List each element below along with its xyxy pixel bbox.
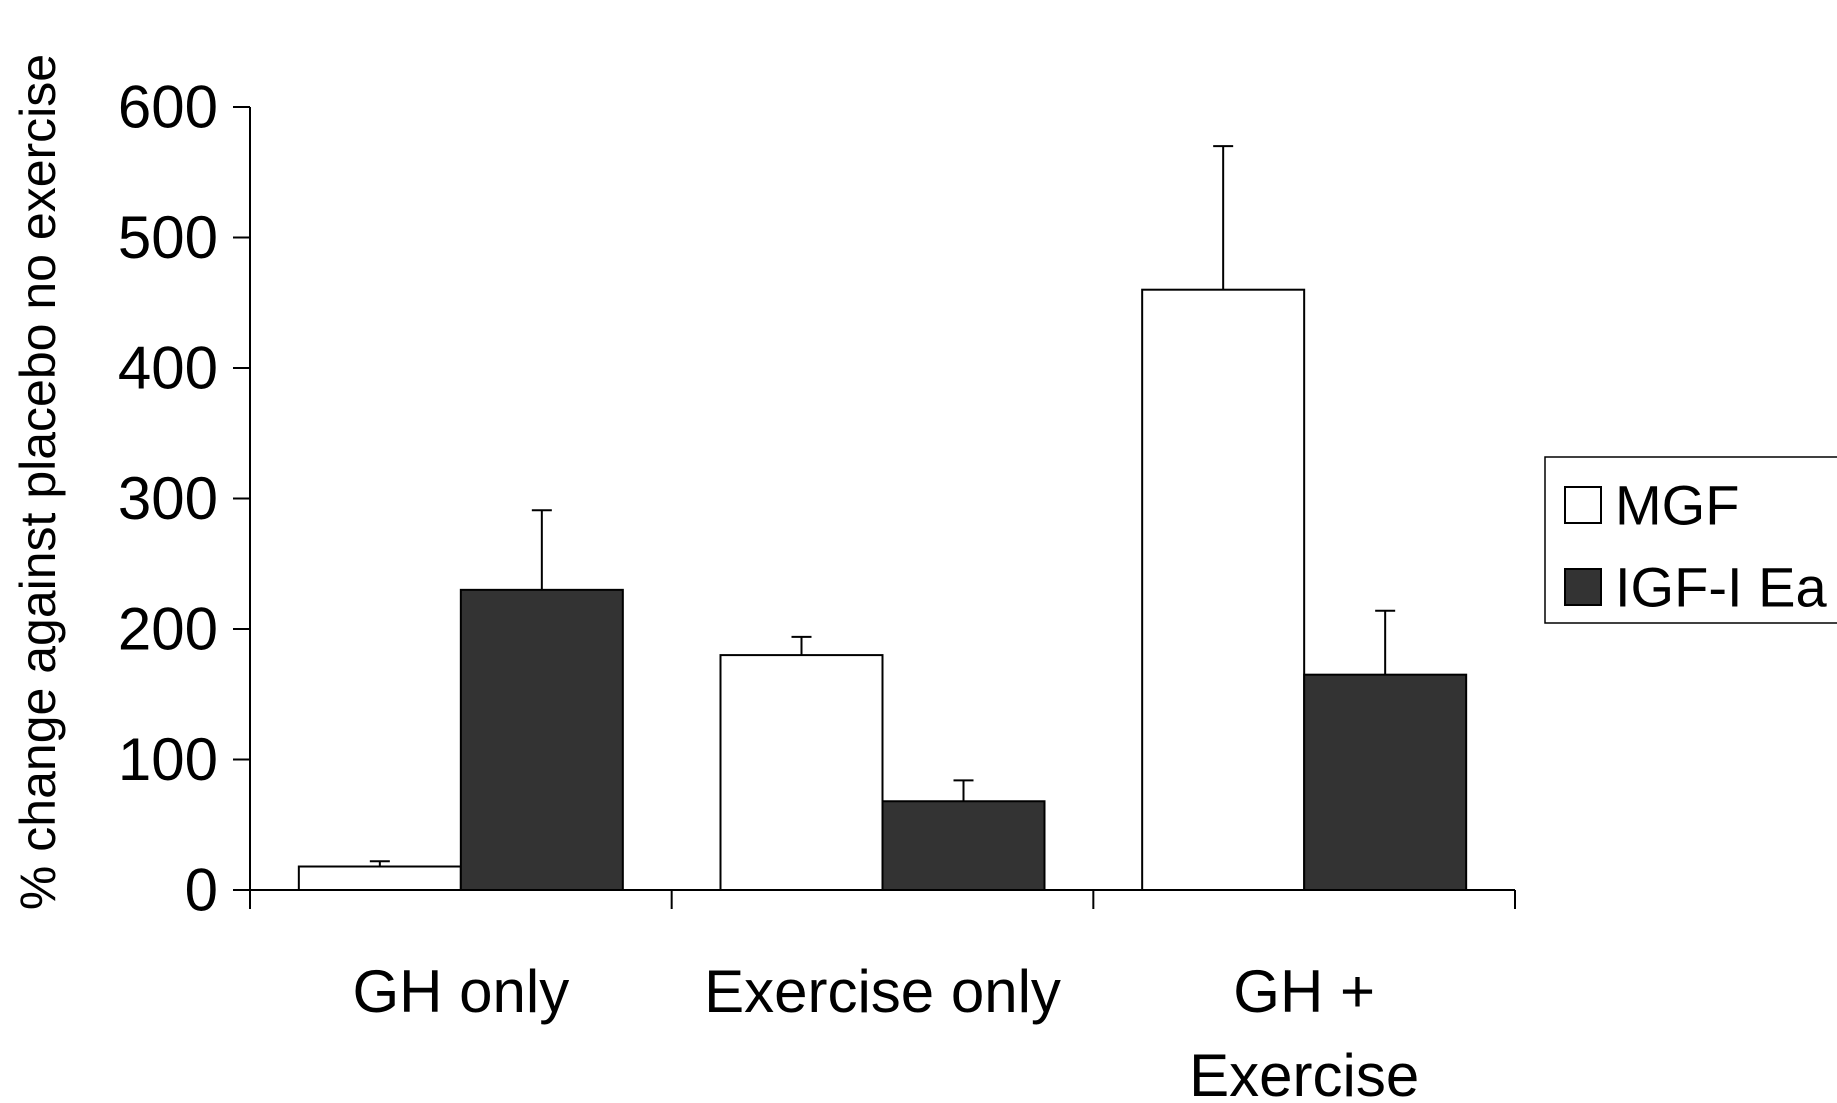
error-bars — [369, 145, 1396, 867]
bar-igf-i-ea-2 — [881, 800, 1046, 892]
category-label: Exercise only — [704, 958, 1061, 1025]
y-tick-label: 600 — [118, 74, 218, 141]
y-ticks: 0 100 200 300 400 500 600 — [118, 74, 250, 924]
y-axis-title: % change against placebo no exercise — [10, 54, 66, 910]
category-label: Exercise — [1189, 1042, 1419, 1103]
legend-swatch-mgf — [1564, 486, 1602, 524]
y-tick-label: 300 — [118, 465, 218, 532]
category-label: GH only — [352, 958, 569, 1025]
y-tick-label: 200 — [118, 596, 218, 663]
y-tick-label: 400 — [118, 335, 218, 402]
bar-mgf-1 — [297, 865, 462, 892]
legend-label: IGF-I Ea — [1615, 556, 1827, 619]
bar-mgf-3 — [1141, 288, 1306, 891]
y-tick-label: 0 — [185, 857, 218, 924]
category-labels: GH only Exercise only GH + Exercise — [352, 958, 1419, 1103]
legend-label: MGF — [1615, 474, 1739, 537]
legend: MGF IGF-I Ea — [1544, 456, 1837, 624]
bar-igf-i-ea-3 — [1303, 673, 1468, 891]
legend-swatch-igf-i-ea — [1564, 568, 1602, 606]
bar-mgf-2 — [719, 654, 884, 891]
x-ticks — [249, 890, 1516, 909]
bars — [297, 288, 1468, 892]
y-tick-label: 100 — [118, 726, 218, 793]
y-tick-label: 500 — [118, 204, 218, 271]
category-label: GH + — [1233, 958, 1375, 1025]
y-axis-title-group: % change against placebo no exercise — [10, 54, 66, 910]
bar-igf-i-ea-1 — [459, 588, 624, 891]
